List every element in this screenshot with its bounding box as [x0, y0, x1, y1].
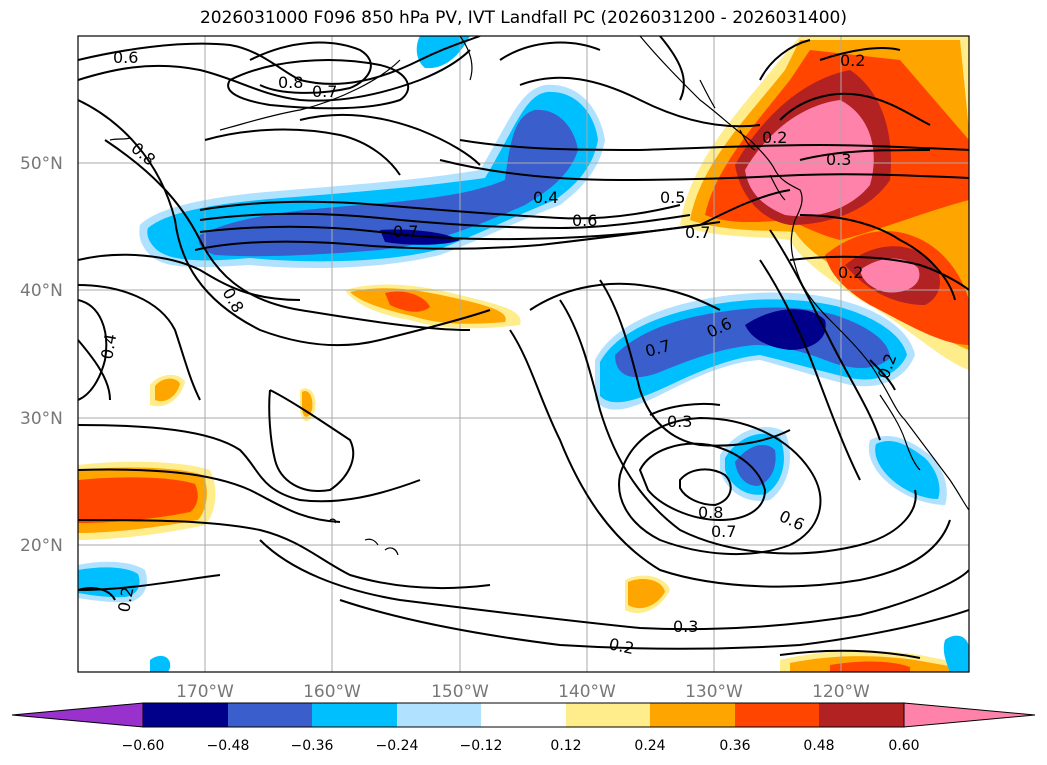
colorbar-segment: [228, 703, 312, 727]
contour-label: 0.4: [97, 332, 120, 360]
lat-label-50n: 50°N: [20, 154, 63, 174]
colorbar-tick-label: −0.60: [122, 738, 165, 754]
lon-label-160w: 160°W: [303, 682, 361, 702]
longitude-labels: 170°W 160°W 150°W 140°W 130°W 120°W: [176, 682, 870, 702]
contour-label: 0.8: [698, 503, 723, 522]
colorbar: −0.60 −0.48 −0.36 −0.24 −0.12 0.12 0.24 …: [11, 702, 1036, 754]
colorbar-tick-label: −0.12: [460, 738, 503, 754]
lon-label-140w: 140°W: [558, 682, 616, 702]
contour-label: 0.2: [762, 128, 787, 147]
contour-label: 0.2: [838, 263, 863, 282]
contour-label: 0.8: [278, 73, 303, 92]
coastline-layer: [109, 36, 969, 556]
colorbar-segment: [819, 703, 904, 727]
colorbar-segment: [650, 703, 735, 727]
contour-label: 0.6: [572, 211, 597, 230]
contour-label: 0.3: [673, 617, 698, 636]
contour-label: 0.7: [312, 82, 337, 101]
colorbar-tick-label: −0.24: [376, 738, 419, 754]
lon-label-170w: 170°W: [176, 682, 234, 702]
colorbar-segment: [397, 703, 481, 727]
lon-label-150w: 150°W: [431, 682, 489, 702]
contour-label: 0.7: [711, 522, 736, 541]
lat-label-30n: 30°N: [20, 409, 63, 429]
contour-label: 0.4: [533, 188, 558, 207]
lat-label-20n: 20°N: [20, 536, 63, 556]
colorbar-tick-label: 0.60: [888, 738, 919, 754]
colorbar-segment: [481, 703, 566, 727]
graticule: [78, 36, 969, 672]
contour-label: 0.2: [840, 51, 865, 70]
colorbar-tick-label: −0.48: [207, 738, 250, 754]
colorbar-left-extension: [11, 702, 144, 728]
lon-label-120w: 120°W: [812, 682, 870, 702]
contour-label: 0.2: [607, 634, 636, 658]
colorbar-tick-label: 0.12: [550, 738, 581, 754]
colorbar-segment: [735, 703, 819, 727]
colorbar-tick-label: 0.36: [719, 738, 750, 754]
colorbar-right-extension: [903, 702, 1036, 728]
map-frame: [77, 35, 970, 673]
contour-label: 0.6: [113, 48, 138, 67]
latitude-labels: 50°N 40°N 30°N 20°N: [20, 154, 63, 556]
colorbar-segment: [566, 703, 650, 727]
contour-label: 0.3: [667, 412, 692, 431]
contour-label: 0.7: [393, 222, 418, 241]
lat-label-40n: 40°N: [20, 281, 63, 301]
contour-label: 0.3: [826, 150, 851, 169]
colorbar-tick-label: −0.36: [291, 738, 334, 754]
colorbar-segment: [312, 703, 397, 727]
contour-layer: [78, 36, 969, 659]
colorbar-tick-label: 0.48: [803, 738, 834, 754]
map-title: 2026031000 F096 850 hPa PV, IVT Landfall…: [199, 8, 847, 28]
contour-label: 0.7: [685, 223, 710, 242]
colorbar-tick-label: 0.24: [634, 738, 665, 754]
lon-label-130w: 130°W: [685, 682, 743, 702]
contour-label: 0.2: [114, 585, 137, 613]
colorbar-segment: [143, 703, 228, 727]
contour-label: 0.5: [660, 188, 685, 207]
